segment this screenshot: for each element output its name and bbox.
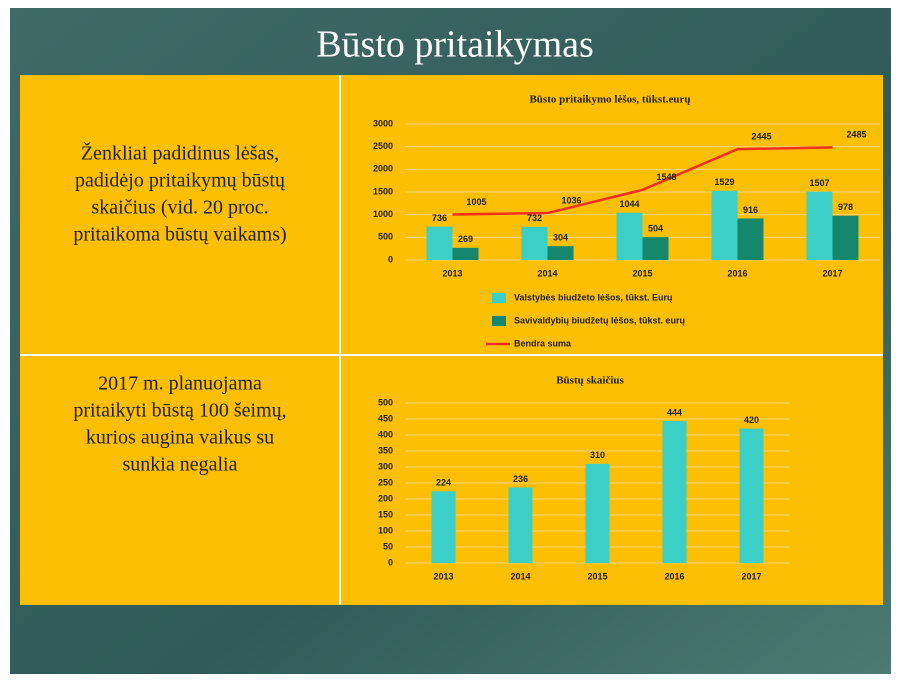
line — [452, 146, 833, 216]
y-tick-label: 3000 — [373, 118, 393, 128]
data-label: 504 — [648, 224, 663, 234]
data-label: 2445 — [752, 132, 772, 142]
x-tick-label: 2013 — [442, 268, 462, 278]
data-label: 1548 — [657, 172, 677, 182]
data-label: 1005 — [467, 197, 487, 207]
y-tick-label: 350 — [378, 445, 393, 455]
legend-label: Bendra suma — [514, 338, 572, 348]
bar — [642, 237, 669, 260]
bar — [521, 226, 548, 260]
bar — [806, 191, 833, 260]
y-tick-label: 1000 — [373, 209, 393, 219]
x-tick-label: 2014 — [537, 268, 557, 278]
y-tick-label: 300 — [378, 461, 393, 471]
bar — [431, 491, 456, 563]
y-tick-label: 450 — [378, 413, 393, 423]
data-label: 1044 — [619, 199, 639, 209]
y-tick-label: 250 — [378, 477, 393, 487]
data-label: 420 — [744, 415, 759, 425]
legend-swatch — [492, 293, 506, 303]
data-label: 310 — [590, 450, 605, 460]
x-tick-label: 2016 — [664, 571, 684, 581]
cell-text: padidėjo pritaikymų būstų — [75, 170, 286, 192]
bar — [832, 215, 859, 260]
data-label: 304 — [553, 233, 568, 243]
chart-title: Būstų skaičius — [556, 375, 624, 387]
legend-swatch — [492, 316, 506, 326]
y-tick-label: 0 — [388, 254, 393, 264]
legend-label: Valstybės biudžeto lėšos, tūkst. Eurų — [514, 292, 673, 302]
bar — [662, 420, 687, 563]
cell-text: skaičius (vid. 20 proc. — [91, 197, 268, 219]
data-label: 1529 — [714, 177, 734, 187]
data-label: 732 — [527, 213, 542, 223]
bar — [739, 428, 764, 563]
data-label: 978 — [838, 202, 853, 212]
data-label: 1507 — [809, 178, 829, 188]
cell-text: kurios augina vaikus su — [86, 427, 274, 449]
bar — [711, 190, 738, 260]
data-label: 269 — [458, 234, 473, 244]
x-tick-label: 2017 — [822, 268, 842, 278]
y-tick-label: 500 — [378, 397, 393, 407]
data-label: 224 — [436, 478, 451, 488]
data-label: 2485 — [847, 130, 867, 140]
y-tick-label: 200 — [378, 493, 393, 503]
cell-text: 2017 m. planuojama — [98, 373, 262, 395]
y-tick-label: 1500 — [373, 186, 393, 196]
y-tick-label: 100 — [378, 525, 393, 535]
x-tick-label: 2016 — [727, 268, 747, 278]
x-tick-label: 2015 — [632, 268, 652, 278]
bar — [616, 212, 643, 260]
cell-text: pritaikoma būstų vaikams) — [73, 224, 286, 246]
y-tick-label: 0 — [388, 557, 393, 567]
y-tick-label: 2500 — [373, 141, 393, 151]
data-label: 916 — [743, 205, 758, 215]
bar — [426, 226, 453, 260]
data-label: 444 — [667, 407, 682, 417]
chart-title: Būsto pritaikymo lėšos, tūkst.eurų — [529, 94, 690, 106]
data-label: 1036 — [562, 195, 582, 205]
bar — [508, 487, 533, 563]
y-tick-label: 50 — [383, 541, 393, 551]
y-tick-label: 2000 — [373, 164, 393, 174]
x-tick-label: 2015 — [587, 571, 607, 581]
cell-text: Ženkliai padidinus lėšas, — [81, 142, 279, 165]
data-label: 736 — [432, 213, 447, 223]
data-label: 236 — [513, 474, 528, 484]
cell-text: pritaikyti būstą 100 šeimų, — [73, 400, 286, 422]
bar — [585, 463, 610, 563]
bar — [547, 246, 574, 260]
slide-title: Būsto pritaikymas — [316, 24, 594, 66]
bar — [452, 247, 479, 260]
x-tick-label: 2014 — [510, 571, 530, 581]
x-tick-label: 2013 — [433, 571, 453, 581]
legend-label: Savivaldybių biudžetų lėšos, tūkst. eurų — [514, 315, 685, 325]
y-tick-label: 500 — [378, 232, 393, 242]
cell-text: sunkia negalia — [123, 454, 238, 476]
x-tick-label: 2017 — [741, 571, 761, 581]
y-tick-label: 150 — [378, 509, 393, 519]
bar — [737, 218, 764, 260]
y-tick-label: 400 — [378, 429, 393, 439]
